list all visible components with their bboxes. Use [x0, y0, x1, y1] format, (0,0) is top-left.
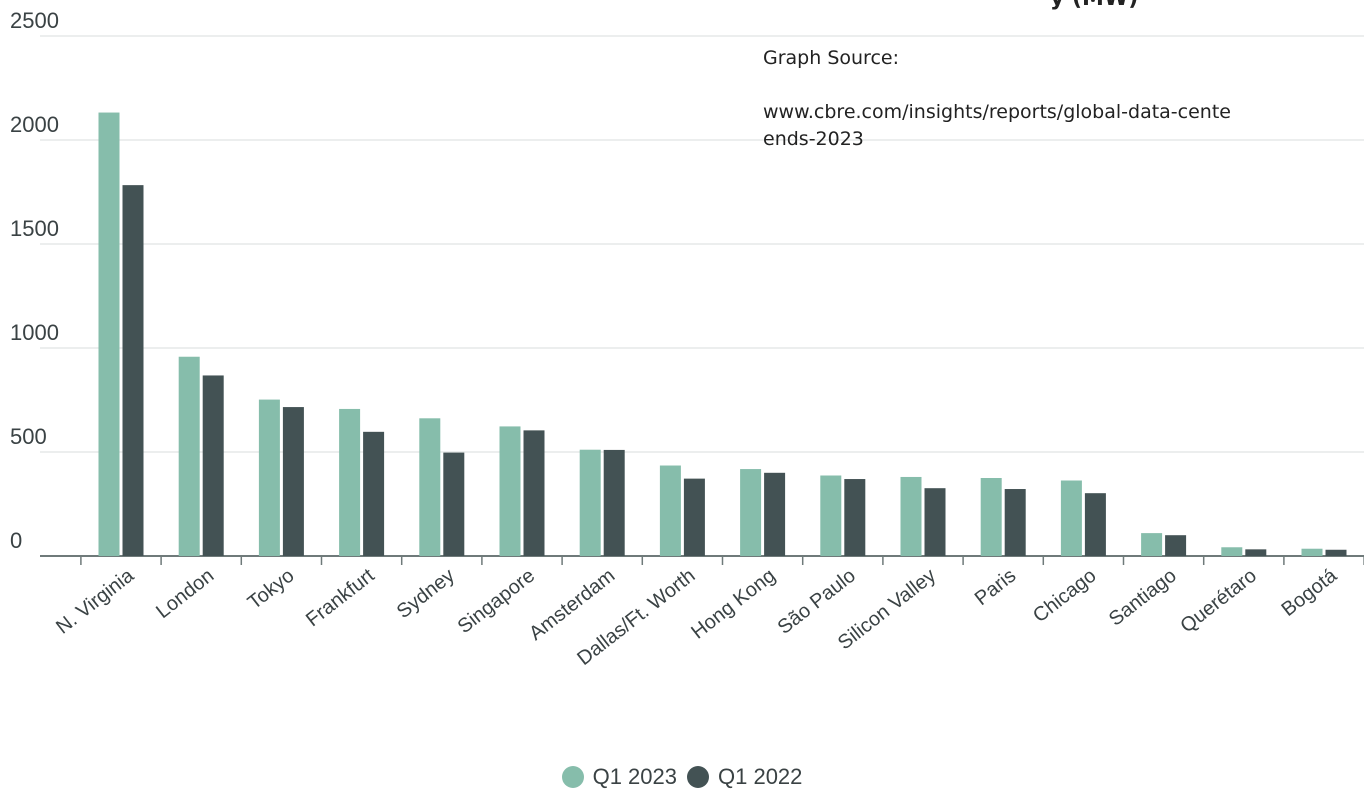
cut-off-title: y (MW)	[1050, 0, 1270, 10]
legend-item-q1-2022: Q1 2022	[687, 764, 802, 790]
x-tick-label-bogota: Bogotá	[1278, 564, 1342, 621]
legend-label-q1-2023: Q1 2023	[592, 764, 677, 789]
x-tick-label-frankfurt: Frankfurt	[302, 564, 379, 631]
bar-amsterdam-q1-2022	[603, 449, 625, 556]
y-tick-label: 2000	[10, 112, 59, 137]
legend-swatch-q1-2023	[561, 766, 584, 788]
bar-chicago-q1-2023	[1060, 480, 1082, 556]
bar-frankfurt-q1-2022	[363, 431, 385, 556]
bar-tokyo-q1-2023	[258, 399, 280, 556]
x-tick-label-tokyo: Tokyo	[244, 565, 299, 615]
bar-dallas-ft-worth-q1-2022	[683, 478, 705, 556]
bar-singapore-q1-2022	[523, 430, 545, 556]
y-tick-label: 2500	[10, 8, 59, 33]
bar-paris-q1-2022	[1004, 489, 1026, 556]
bar-dallas-ft-worth-q1-2023	[659, 465, 681, 556]
y-tick-label: 1000	[10, 320, 59, 345]
bar-sydney-q1-2022	[443, 452, 465, 556]
bar-sydney-q1-2023	[419, 418, 441, 556]
graph-source-note: Graph Source: www.cbre.com/insights/repo…	[763, 18, 1364, 180]
x-tick-label-london: London	[152, 565, 218, 623]
x-tick-label-hong-kong: Hong Kong	[687, 565, 779, 644]
x-tick-label-paris: Paris	[971, 565, 1020, 610]
bar-singapore-q1-2023	[499, 426, 521, 556]
source-label: Graph Source:	[763, 47, 899, 69]
bar-london-q1-2023	[178, 356, 200, 556]
bar-queretaro-q1-2022	[1245, 549, 1267, 556]
bar-chicago-q1-2022	[1084, 493, 1106, 556]
bar-london-q1-2022	[202, 375, 224, 556]
bar-hong-kong-q1-2023	[740, 469, 762, 556]
x-tick-label-santiago: Santiago	[1105, 565, 1181, 631]
bar-queretaro-q1-2023	[1221, 547, 1243, 556]
bar-hong-kong-q1-2022	[764, 472, 786, 556]
legend-item-q1-2023: Q1 2023	[561, 764, 677, 790]
bar-amsterdam-q1-2023	[579, 449, 601, 556]
bar-santiago-q1-2023	[1141, 533, 1163, 556]
legend-label-q1-2022: Q1 2022	[718, 764, 803, 789]
bar-n-virginia-q1-2022	[122, 185, 144, 557]
bar-bogota-q1-2023	[1301, 548, 1323, 556]
bar-silicon-valley-q1-2022	[924, 488, 946, 556]
bar-santiago-q1-2022	[1165, 535, 1187, 556]
legend-swatch-q1-2022	[687, 766, 709, 788]
bar-n-virginia-q1-2023	[98, 112, 120, 556]
x-tick-label-queretaro: Querétaro	[1176, 565, 1261, 638]
y-tick-label: 500	[10, 424, 47, 449]
source-url: www.cbre.com/insights/reports/global-dat…	[763, 101, 1231, 150]
bar-silicon-valley-q1-2023	[900, 476, 922, 556]
y-tick-label: 1500	[10, 216, 59, 241]
bar-sao-paulo-q1-2023	[820, 475, 842, 556]
x-tick-label-sydney: Sydney	[393, 565, 459, 623]
bar-bogota-q1-2022	[1325, 549, 1347, 556]
y-tick-label: 0	[10, 528, 22, 553]
bar-tokyo-q1-2022	[282, 407, 304, 556]
bar-sao-paulo-q1-2022	[844, 479, 866, 556]
x-tick-label-chicago: Chicago	[1029, 565, 1100, 628]
x-tick-label-n-virginia: N. Virginia	[52, 564, 139, 638]
bar-frankfurt-q1-2023	[339, 408, 361, 556]
chart-legend: Q1 2023 Q1 2022	[0, 764, 1364, 790]
bar-paris-q1-2023	[980, 478, 1002, 556]
